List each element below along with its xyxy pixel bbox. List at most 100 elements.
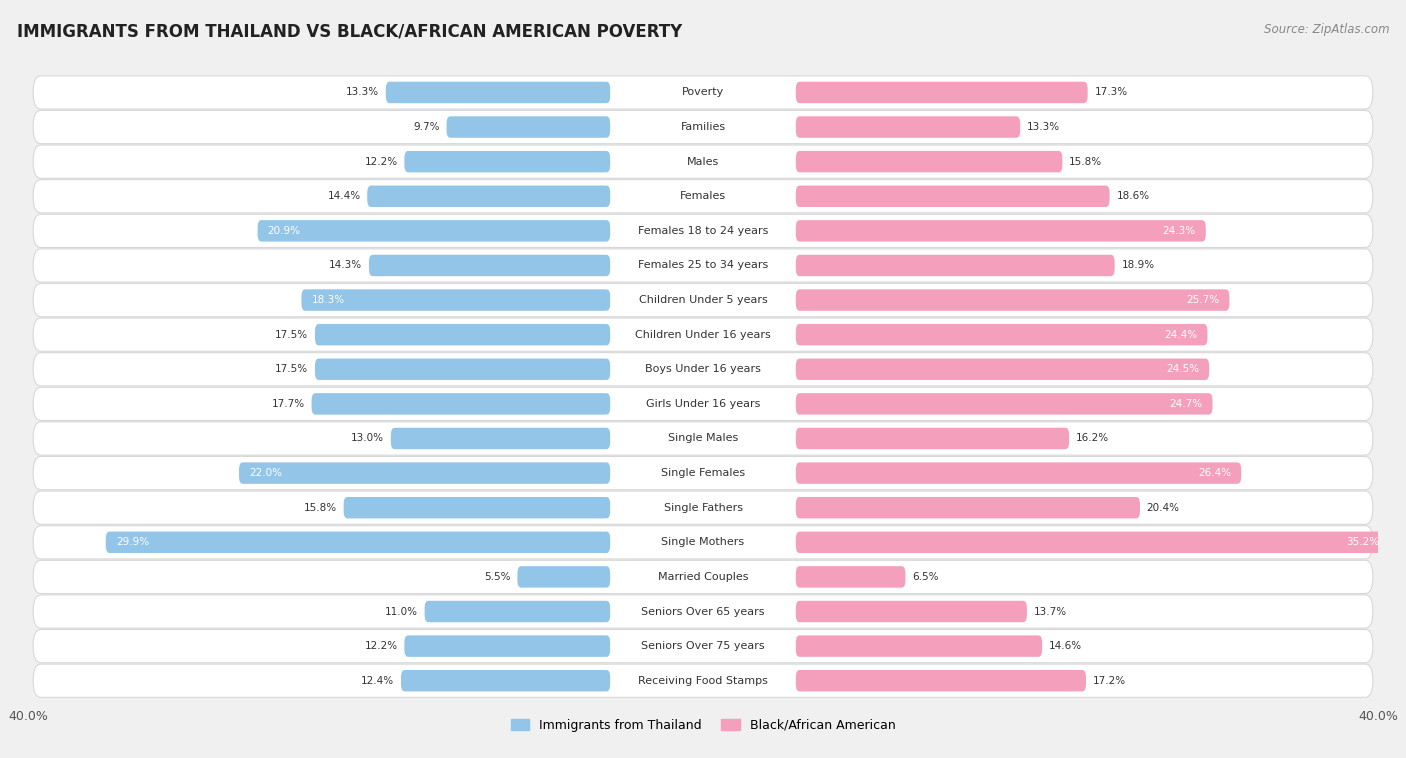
FancyBboxPatch shape bbox=[34, 491, 1372, 525]
FancyBboxPatch shape bbox=[796, 324, 1208, 346]
Text: 17.2%: 17.2% bbox=[1092, 675, 1126, 686]
Text: 17.5%: 17.5% bbox=[276, 365, 308, 374]
FancyBboxPatch shape bbox=[315, 359, 610, 380]
Text: Boys Under 16 years: Boys Under 16 years bbox=[645, 365, 761, 374]
Text: 25.7%: 25.7% bbox=[1187, 295, 1219, 305]
Text: 14.6%: 14.6% bbox=[1049, 641, 1083, 651]
FancyBboxPatch shape bbox=[34, 456, 1372, 490]
FancyBboxPatch shape bbox=[517, 566, 610, 587]
FancyBboxPatch shape bbox=[796, 359, 1209, 380]
Text: 14.3%: 14.3% bbox=[329, 261, 363, 271]
FancyBboxPatch shape bbox=[447, 116, 610, 138]
FancyBboxPatch shape bbox=[796, 566, 905, 587]
Text: 26.4%: 26.4% bbox=[1198, 468, 1232, 478]
FancyBboxPatch shape bbox=[796, 462, 1241, 484]
Text: Married Couples: Married Couples bbox=[658, 572, 748, 582]
Text: 13.7%: 13.7% bbox=[1033, 606, 1067, 616]
FancyBboxPatch shape bbox=[367, 186, 610, 207]
Text: 18.3%: 18.3% bbox=[312, 295, 344, 305]
FancyBboxPatch shape bbox=[796, 670, 1085, 691]
Text: 9.7%: 9.7% bbox=[413, 122, 440, 132]
FancyBboxPatch shape bbox=[796, 601, 1026, 622]
FancyBboxPatch shape bbox=[796, 497, 1140, 518]
Text: Single Males: Single Males bbox=[668, 434, 738, 443]
FancyBboxPatch shape bbox=[34, 629, 1372, 662]
Text: Receiving Food Stamps: Receiving Food Stamps bbox=[638, 675, 768, 686]
FancyBboxPatch shape bbox=[301, 290, 610, 311]
Text: 20.4%: 20.4% bbox=[1147, 503, 1180, 512]
FancyBboxPatch shape bbox=[34, 111, 1372, 144]
Text: 17.5%: 17.5% bbox=[276, 330, 308, 340]
FancyBboxPatch shape bbox=[34, 318, 1372, 351]
Text: 24.3%: 24.3% bbox=[1163, 226, 1195, 236]
FancyBboxPatch shape bbox=[385, 82, 610, 103]
Text: Single Females: Single Females bbox=[661, 468, 745, 478]
Text: 6.5%: 6.5% bbox=[912, 572, 939, 582]
FancyBboxPatch shape bbox=[34, 422, 1372, 455]
FancyBboxPatch shape bbox=[315, 324, 610, 346]
Text: 13.0%: 13.0% bbox=[352, 434, 384, 443]
FancyBboxPatch shape bbox=[796, 220, 1206, 242]
FancyBboxPatch shape bbox=[368, 255, 610, 276]
Text: 11.0%: 11.0% bbox=[385, 606, 418, 616]
Text: 13.3%: 13.3% bbox=[346, 87, 380, 98]
FancyBboxPatch shape bbox=[257, 220, 610, 242]
FancyBboxPatch shape bbox=[796, 151, 1063, 172]
Text: 35.2%: 35.2% bbox=[1347, 537, 1379, 547]
Text: Girls Under 16 years: Girls Under 16 years bbox=[645, 399, 761, 409]
FancyBboxPatch shape bbox=[343, 497, 610, 518]
FancyBboxPatch shape bbox=[34, 664, 1372, 697]
FancyBboxPatch shape bbox=[796, 428, 1069, 449]
Text: Poverty: Poverty bbox=[682, 87, 724, 98]
FancyBboxPatch shape bbox=[105, 531, 610, 553]
FancyBboxPatch shape bbox=[796, 116, 1021, 138]
FancyBboxPatch shape bbox=[34, 560, 1372, 594]
Text: 12.4%: 12.4% bbox=[361, 675, 394, 686]
FancyBboxPatch shape bbox=[34, 387, 1372, 421]
Text: 14.4%: 14.4% bbox=[328, 191, 360, 202]
Text: 12.2%: 12.2% bbox=[364, 641, 398, 651]
FancyBboxPatch shape bbox=[34, 283, 1372, 317]
Text: Children Under 16 years: Children Under 16 years bbox=[636, 330, 770, 340]
FancyBboxPatch shape bbox=[796, 393, 1212, 415]
FancyBboxPatch shape bbox=[405, 151, 610, 172]
Text: 24.5%: 24.5% bbox=[1166, 365, 1199, 374]
Text: 24.7%: 24.7% bbox=[1170, 399, 1202, 409]
FancyBboxPatch shape bbox=[796, 635, 1042, 657]
Text: 15.8%: 15.8% bbox=[1069, 157, 1102, 167]
Text: IMMIGRANTS FROM THAILAND VS BLACK/AFRICAN AMERICAN POVERTY: IMMIGRANTS FROM THAILAND VS BLACK/AFRICA… bbox=[17, 23, 682, 41]
Text: Source: ZipAtlas.com: Source: ZipAtlas.com bbox=[1264, 23, 1389, 36]
FancyBboxPatch shape bbox=[34, 145, 1372, 178]
Text: Males: Males bbox=[688, 157, 718, 167]
Text: 18.6%: 18.6% bbox=[1116, 191, 1150, 202]
Text: 29.9%: 29.9% bbox=[115, 537, 149, 547]
Text: Single Mothers: Single Mothers bbox=[661, 537, 745, 547]
Text: 12.2%: 12.2% bbox=[364, 157, 398, 167]
FancyBboxPatch shape bbox=[425, 601, 610, 622]
FancyBboxPatch shape bbox=[34, 352, 1372, 386]
Text: 20.9%: 20.9% bbox=[267, 226, 301, 236]
FancyBboxPatch shape bbox=[391, 428, 610, 449]
Text: Children Under 5 years: Children Under 5 years bbox=[638, 295, 768, 305]
FancyBboxPatch shape bbox=[312, 393, 610, 415]
FancyBboxPatch shape bbox=[34, 76, 1372, 109]
Text: Single Fathers: Single Fathers bbox=[664, 503, 742, 512]
FancyBboxPatch shape bbox=[796, 186, 1109, 207]
FancyBboxPatch shape bbox=[405, 635, 610, 657]
FancyBboxPatch shape bbox=[796, 531, 1389, 553]
Text: Females 25 to 34 years: Females 25 to 34 years bbox=[638, 261, 768, 271]
Text: 17.7%: 17.7% bbox=[271, 399, 305, 409]
FancyBboxPatch shape bbox=[796, 290, 1229, 311]
Text: Families: Families bbox=[681, 122, 725, 132]
Text: 13.3%: 13.3% bbox=[1026, 122, 1060, 132]
Text: 24.4%: 24.4% bbox=[1164, 330, 1198, 340]
FancyBboxPatch shape bbox=[34, 180, 1372, 213]
FancyBboxPatch shape bbox=[34, 215, 1372, 247]
FancyBboxPatch shape bbox=[239, 462, 610, 484]
FancyBboxPatch shape bbox=[34, 249, 1372, 282]
Legend: Immigrants from Thailand, Black/African American: Immigrants from Thailand, Black/African … bbox=[506, 714, 900, 737]
FancyBboxPatch shape bbox=[796, 82, 1088, 103]
FancyBboxPatch shape bbox=[34, 526, 1372, 559]
Text: 17.3%: 17.3% bbox=[1094, 87, 1128, 98]
Text: 5.5%: 5.5% bbox=[484, 572, 510, 582]
